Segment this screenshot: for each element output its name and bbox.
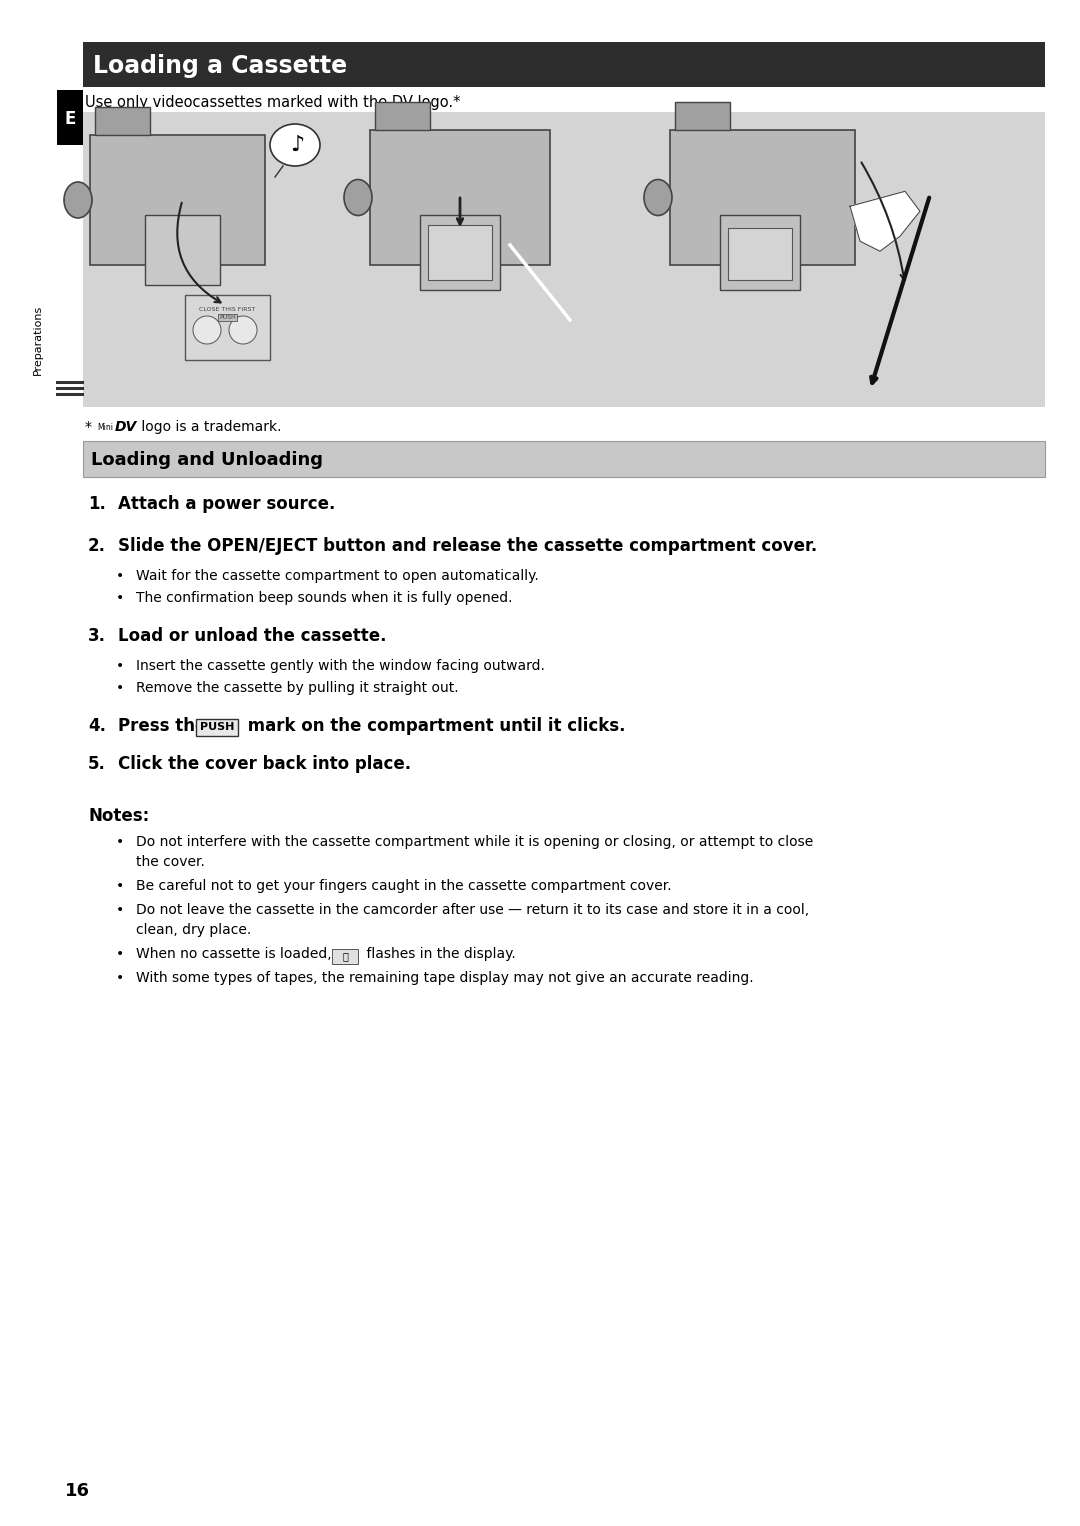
Text: 1.: 1. [87, 494, 106, 513]
Ellipse shape [644, 180, 672, 215]
Text: •: • [116, 971, 124, 984]
Text: 4.: 4. [87, 717, 106, 736]
Text: Remove the cassette by pulling it straight out.: Remove the cassette by pulling it straig… [136, 681, 459, 694]
Bar [90, 134, 265, 266]
Bar [185, 295, 270, 360]
Text: 2.: 2. [87, 537, 106, 555]
Text: DV: DV [114, 420, 137, 433]
Bar [57, 90, 83, 145]
Text: •: • [116, 948, 124, 961]
Text: Load or unload the cassette.: Load or unload the cassette. [118, 627, 387, 645]
Text: •: • [116, 879, 124, 893]
Text: the cover.: the cover. [136, 855, 205, 868]
Text: With some types of tapes, the remaining tape display may not give an accurate re: With some types of tapes, the remaining … [136, 971, 754, 984]
Text: clean, dry place.: clean, dry place. [136, 923, 252, 937]
Text: •: • [116, 681, 124, 694]
Text: The confirmation beep sounds when it is fully opened.: The confirmation beep sounds when it is … [136, 591, 513, 604]
Bar [145, 215, 220, 285]
Bar [83, 43, 1045, 87]
Text: logo is a trademark.: logo is a trademark. [137, 420, 282, 433]
Text: flashes in the display.: flashes in the display. [362, 948, 516, 961]
Bar [95, 107, 150, 134]
Text: Click the cover back into place.: Click the cover back into place. [118, 755, 411, 774]
Text: Preparations: Preparations [33, 305, 43, 375]
Text: Press the: Press the [118, 717, 212, 736]
Text: •: • [116, 569, 124, 583]
Text: *: * [85, 420, 96, 433]
Text: Do not leave the cassette in the camcorder after use — return it to its case and: Do not leave the cassette in the camcord… [136, 903, 809, 917]
Text: ♪: ♪ [289, 134, 305, 156]
Text: ⌛: ⌛ [342, 951, 348, 961]
Text: 16: 16 [65, 1482, 90, 1500]
Text: When no cassette is loaded,: When no cassette is loaded, [136, 948, 336, 961]
Text: Attach a power source.: Attach a power source. [118, 494, 336, 513]
Bar [83, 111, 1045, 407]
Bar [675, 102, 730, 130]
Bar [428, 224, 492, 279]
Text: Do not interfere with the cassette compartment while it is opening or closing, o: Do not interfere with the cassette compa… [136, 835, 813, 848]
Ellipse shape [345, 180, 372, 215]
Text: Insert the cassette gently with the window facing outward.: Insert the cassette gently with the wind… [136, 659, 545, 673]
Text: 3.: 3. [87, 627, 106, 645]
Bar [420, 215, 500, 290]
Polygon shape [850, 191, 920, 252]
Text: CLOSE THIS FIRST: CLOSE THIS FIRST [200, 307, 256, 311]
Text: Wait for the cassette compartment to open automatically.: Wait for the cassette compartment to ope… [136, 569, 539, 583]
Text: Be careful not to get your fingers caught in the cassette compartment cover.: Be careful not to get your fingers caugh… [136, 879, 672, 893]
Text: Notes:: Notes: [87, 807, 149, 826]
Bar [195, 719, 238, 736]
Text: •: • [116, 659, 124, 673]
Ellipse shape [64, 182, 92, 218]
Text: E: E [65, 110, 76, 128]
Text: Use only videocassettes marked with the DV logo.*: Use only videocassettes marked with the … [85, 95, 460, 110]
Text: 5.: 5. [87, 755, 106, 774]
Text: Mini: Mini [97, 423, 113, 432]
Text: Loading and Unloading: Loading and Unloading [91, 452, 323, 468]
Text: •: • [116, 591, 124, 604]
Text: PUSH: PUSH [200, 722, 234, 732]
Bar [332, 949, 357, 964]
Bar [728, 227, 792, 279]
Text: •: • [116, 835, 124, 848]
Bar [670, 130, 855, 266]
Text: mark on the compartment until it clicks.: mark on the compartment until it clicks. [242, 717, 625, 736]
Text: Slide the OPEN/EJECT button and release the cassette compartment cover.: Slide the OPEN/EJECT button and release … [118, 537, 818, 555]
Ellipse shape [270, 124, 320, 166]
Bar [370, 130, 550, 266]
Text: PUSH: PUSH [219, 314, 235, 320]
Bar [375, 102, 430, 130]
Bar [83, 441, 1045, 478]
Circle shape [193, 316, 221, 343]
Text: •: • [116, 903, 124, 917]
Bar [720, 215, 800, 290]
Circle shape [229, 316, 257, 343]
Text: Loading a Cassette: Loading a Cassette [93, 53, 347, 78]
